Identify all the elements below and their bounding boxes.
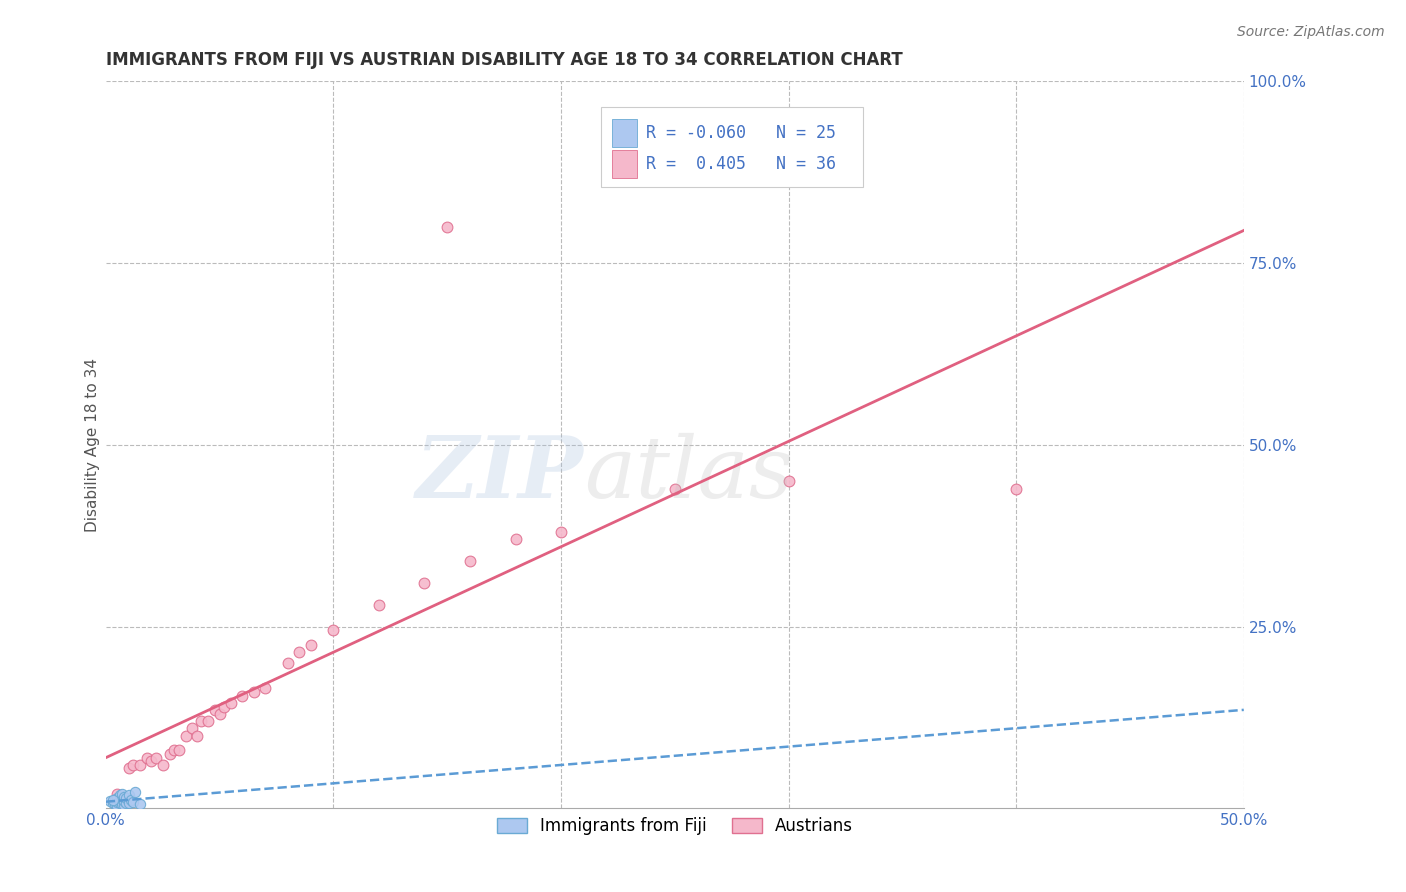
- FancyBboxPatch shape: [600, 107, 862, 186]
- Point: [197, 714, 219, 729]
- Point: [288, 645, 311, 659]
- Point: [115, 796, 138, 810]
- Point: [105, 795, 128, 809]
- Point: [505, 533, 527, 547]
- Point: [664, 482, 686, 496]
- Point: [117, 761, 139, 775]
- FancyBboxPatch shape: [612, 151, 637, 178]
- Point: [129, 797, 152, 811]
- Text: ZIP: ZIP: [416, 433, 583, 516]
- Y-axis label: Disability Age 18 to 34: Disability Age 18 to 34: [86, 358, 100, 532]
- FancyBboxPatch shape: [612, 120, 637, 147]
- Point: [108, 793, 131, 807]
- Point: [122, 795, 145, 809]
- Text: R = -0.060   N = 25: R = -0.060 N = 25: [647, 124, 837, 142]
- Point: [436, 219, 458, 234]
- Point: [174, 729, 197, 743]
- Point: [778, 475, 800, 489]
- Point: [186, 729, 208, 743]
- Point: [101, 796, 124, 810]
- Point: [167, 743, 190, 757]
- Text: R =  0.405   N = 36: R = 0.405 N = 36: [647, 155, 837, 173]
- Point: [159, 747, 181, 761]
- Point: [100, 794, 122, 808]
- Point: [112, 789, 135, 804]
- Point: [111, 787, 134, 801]
- Point: [117, 797, 139, 811]
- Point: [277, 656, 299, 670]
- Text: Source: ZipAtlas.com: Source: ZipAtlas.com: [1237, 25, 1385, 39]
- Legend: Immigrants from Fiji, Austrians: Immigrants from Fiji, Austrians: [488, 809, 862, 844]
- Point: [208, 706, 231, 721]
- Point: [108, 789, 131, 803]
- Point: [1005, 482, 1028, 496]
- Point: [135, 750, 157, 764]
- Point: [368, 598, 391, 612]
- Point: [111, 792, 134, 806]
- Point: [212, 699, 235, 714]
- Point: [105, 790, 128, 805]
- Point: [231, 689, 253, 703]
- Point: [254, 681, 277, 696]
- Point: [101, 793, 124, 807]
- Point: [550, 525, 572, 540]
- Point: [322, 624, 344, 638]
- Point: [104, 797, 127, 811]
- Point: [413, 576, 436, 591]
- Point: [181, 722, 204, 736]
- Point: [299, 638, 322, 652]
- Point: [129, 757, 152, 772]
- Point: [108, 797, 131, 811]
- Text: atlas: atlas: [583, 433, 793, 516]
- Point: [122, 757, 145, 772]
- Point: [117, 788, 139, 802]
- Point: [141, 754, 163, 768]
- Point: [458, 554, 481, 568]
- Point: [105, 787, 128, 801]
- Point: [112, 794, 135, 808]
- Point: [243, 685, 266, 699]
- Point: [190, 714, 212, 729]
- Point: [163, 743, 186, 757]
- Point: [120, 793, 142, 807]
- Point: [204, 703, 226, 717]
- Point: [124, 785, 146, 799]
- Point: [105, 798, 128, 813]
- Point: [111, 797, 134, 811]
- Point: [152, 757, 174, 772]
- Point: [112, 797, 135, 812]
- Point: [145, 750, 167, 764]
- Point: [219, 696, 242, 710]
- Text: IMMIGRANTS FROM FIJI VS AUSTRIAN DISABILITY AGE 18 TO 34 CORRELATION CHART: IMMIGRANTS FROM FIJI VS AUSTRIAN DISABIL…: [105, 51, 903, 69]
- Point: [115, 791, 138, 805]
- Point: [104, 793, 127, 807]
